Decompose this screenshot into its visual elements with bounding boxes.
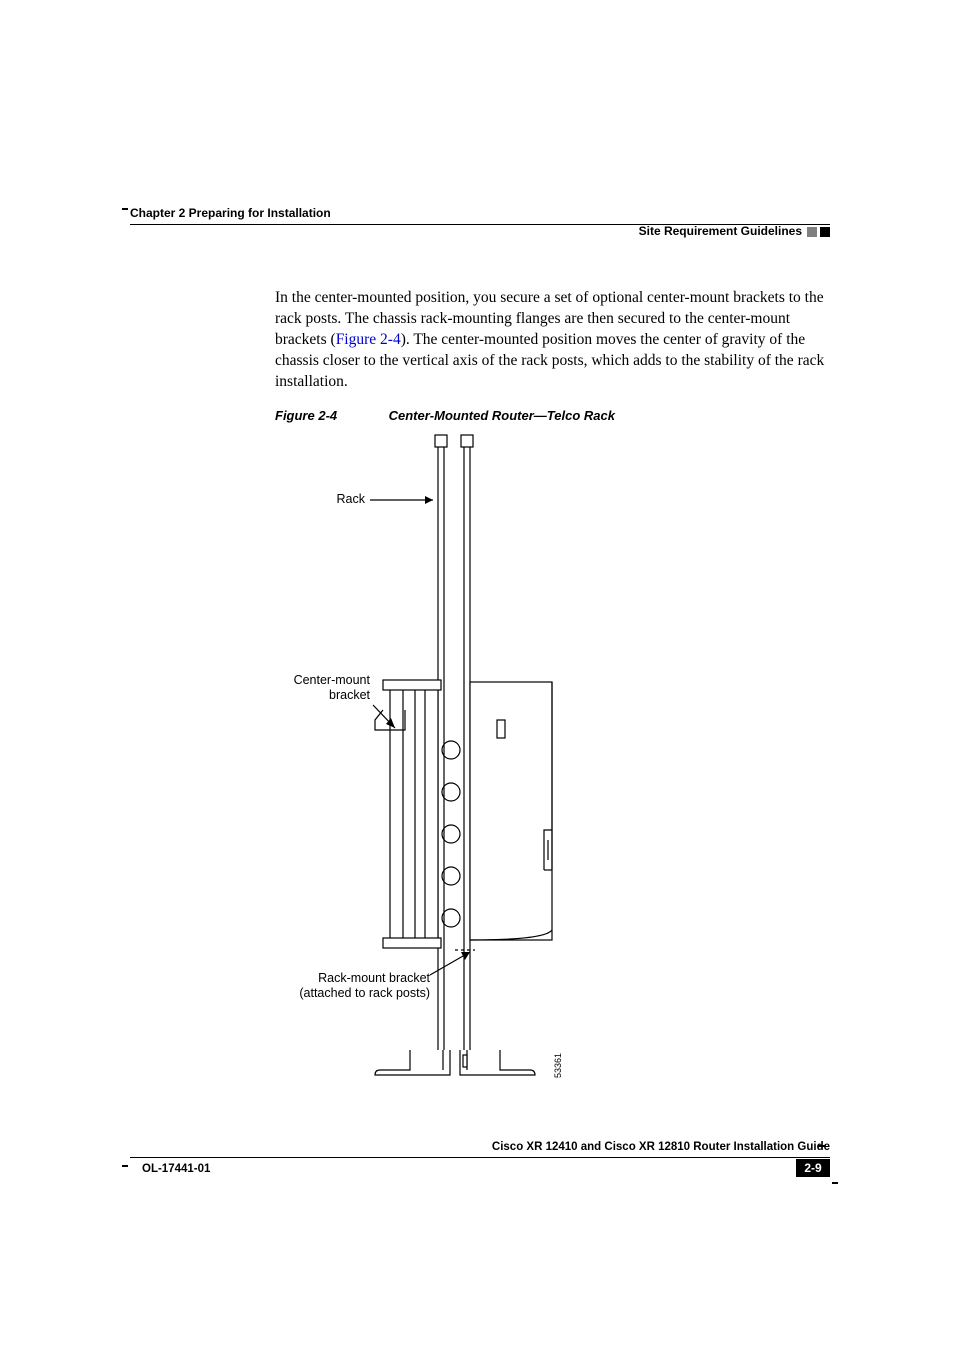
- chapter-label: Chapter 2 Preparing for Installation: [130, 206, 331, 220]
- header-square-dark: [820, 227, 830, 237]
- figure-title: Center-Mounted Router—Telco Rack: [389, 408, 615, 423]
- footer-guide-title: Cisco XR 12410 and Cisco XR 12810 Router…: [492, 1141, 830, 1153]
- header-square-light: [807, 227, 817, 237]
- section-label: Site Requirement Guidelines: [639, 224, 802, 238]
- body-paragraph: In the center-mounted position, you secu…: [275, 288, 830, 393]
- footer-doc-number: OL-17441-01: [142, 1163, 210, 1175]
- figure-number: Figure 2-4: [275, 408, 385, 423]
- footer-tick-right-2: [832, 1182, 838, 1184]
- center-mount-label-2: bracket: [270, 688, 370, 703]
- header-tick: [122, 208, 128, 210]
- footer-rule: [130, 1157, 830, 1158]
- figure-side-number: 53361: [553, 1053, 563, 1078]
- header-right: Site Requirement Guidelines: [130, 224, 830, 242]
- footer-tick-right-1: [818, 1145, 826, 1147]
- figure-diagram: Rack Center-mount bracket Rack-mount bra…: [275, 430, 565, 1090]
- figure-caption: Figure 2-4 Center-Mounted Router—Telco R…: [275, 408, 615, 423]
- page-number-box: 2-9: [796, 1159, 830, 1177]
- center-mount-label-1: Center-mount: [270, 673, 370, 688]
- page-number: 2-9: [804, 1161, 821, 1175]
- footer-tick-left: [122, 1165, 128, 1167]
- figure-link[interactable]: Figure 2-4: [336, 331, 401, 348]
- rack-mount-label-1: Rack-mount bracket: [250, 971, 430, 986]
- rack-mount-label-2: (attached to rack posts): [250, 986, 430, 1001]
- rack-label: Rack: [315, 492, 365, 507]
- page-header: Chapter 2 Preparing for Installation: [130, 204, 830, 225]
